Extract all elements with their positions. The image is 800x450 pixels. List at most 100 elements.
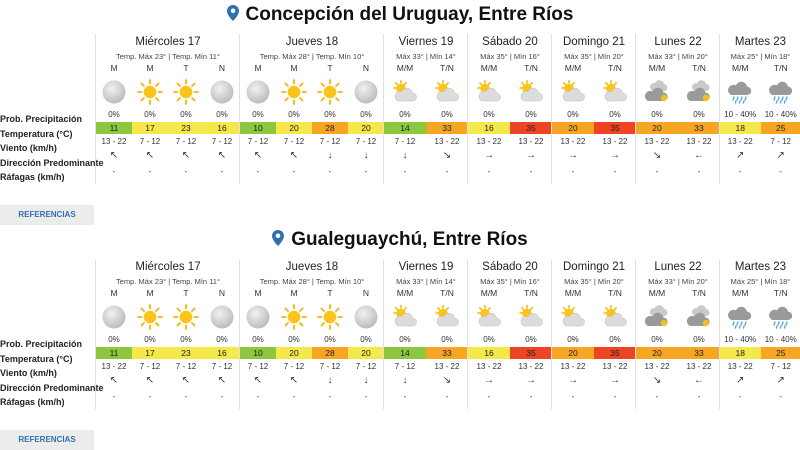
precip-probability: 10 - 40% — [724, 110, 757, 119]
temperature-cell: 16 — [204, 122, 240, 134]
period-label: T/N — [773, 288, 788, 298]
partly-cloudy-icon — [560, 304, 586, 330]
period-column: T/N 0% 33 13 - 22 ↘ - — [426, 34, 468, 184]
wind-speed: 13 - 22 — [518, 137, 544, 146]
period-label: N — [362, 288, 370, 298]
gusts: - — [529, 167, 533, 176]
day-group: Jueves 18 Temp. Máx 28° | Temp. Mín 10° M 0… — [239, 259, 384, 409]
period-column: T 0% 23 7 - 12 ↖ - — [168, 259, 204, 409]
wind-direction-arrow-icon: ↖ — [289, 150, 299, 161]
precip-probability: 0% — [525, 110, 537, 119]
wind-speed: 13 - 22 — [476, 137, 502, 146]
day-name: Lunes 22 — [654, 261, 702, 273]
precip-probability: 0% — [693, 110, 705, 119]
label-temp: Temperatura (°C) — [0, 353, 73, 364]
temperature-cell: 18 — [720, 122, 761, 134]
precip-probability: 0% — [324, 335, 336, 344]
precip-probability: 0% — [180, 335, 192, 344]
period-label: M — [110, 63, 118, 73]
precip-probability: 10 - 40% — [724, 335, 757, 344]
temperature-cell: 18 — [720, 347, 761, 359]
full-moon-icon — [245, 79, 271, 105]
period-label: T — [183, 288, 189, 298]
temperature-cell: 11 — [96, 122, 132, 134]
gusts: - — [697, 167, 701, 176]
temperature-cell: 16 — [468, 122, 510, 134]
location-title-text: Concepción del Uruguay, Entre Ríos — [245, 4, 574, 25]
wind-speed: 13 - 22 — [101, 137, 127, 146]
day-group: Martes 23 Máx 25° | Mín 18° M/M 10 - 40% 18 1… — [719, 259, 800, 409]
precip-probability: 0% — [108, 110, 120, 119]
day-group: Lunes 22 Máx 33° | Mín 20° M/M 0% 20 13 - 22 ↘… — [635, 259, 720, 409]
wind-speed: 7 - 12 — [175, 362, 197, 371]
period-column: T 0% 23 7 - 12 ↖ - — [168, 34, 204, 184]
temperature-cell: 35 — [510, 347, 552, 359]
period-label: T/N — [608, 63, 622, 73]
label-direction: Dirección Predominante — [0, 382, 104, 393]
day-name: Miércoles 17 — [135, 261, 201, 273]
temperature-cell: 33 — [426, 122, 468, 134]
precip-probability: 0% — [252, 335, 264, 344]
gusts: - — [445, 167, 449, 176]
gusts: - — [487, 392, 491, 401]
wind-direction-arrow-icon: → — [568, 150, 578, 161]
location-title: Gualeguaychú, Entre Ríos — [0, 229, 800, 251]
gusts: - — [738, 392, 742, 401]
temperature-cell: 10 — [240, 347, 276, 359]
label-direction: Dirección Predominante — [0, 157, 104, 168]
period-column: T 0% 28 7 - 12 ↓ - — [312, 259, 348, 409]
wind-speed: 13 - 22 — [727, 362, 753, 371]
period-column: M/M 0% 20 13 - 22 → - — [552, 34, 594, 184]
precip-probability: 0% — [651, 110, 663, 119]
full-moon-icon — [245, 304, 271, 330]
period-column: M 0% 11 13 - 22 ↖ - — [96, 34, 132, 184]
wind-speed: 13 - 22 — [434, 137, 460, 146]
wind-direction-arrow-icon: ↘ — [442, 375, 452, 386]
label-temp: Temperatura (°C) — [0, 128, 73, 139]
period-column: M/M 0% 20 13 - 22 → - — [552, 259, 594, 409]
precip-probability: 0% — [651, 335, 663, 344]
temperature-cell: 20 — [348, 347, 384, 359]
period-column: T/N 0% 33 13 - 22 ↘ - — [426, 259, 468, 409]
precip-probability: 0% — [483, 110, 495, 119]
period-column: T/N 0% 33 13 - 22 ← - — [678, 259, 720, 409]
period-column: M/M 0% 16 13 - 22 → - — [468, 34, 510, 184]
period-column: M/M 10 - 40% 18 13 - 22 ↗ - — [720, 259, 761, 409]
gusts: - — [328, 392, 332, 401]
wind-speed: 13 - 22 — [727, 137, 753, 146]
day-group: Miércoles 17 Temp. Máx 23° | Temp. Mín 11… — [95, 259, 240, 409]
wind-speed: 13 - 22 — [560, 362, 586, 371]
cloudy-icon — [644, 79, 670, 105]
references-button[interactable]: REFERENCIAS — [0, 430, 94, 450]
wind-direction-arrow-icon: ↘ — [652, 375, 662, 386]
wind-speed: 13 - 22 — [602, 137, 628, 146]
references-button[interactable]: REFERENCIAS — [0, 205, 94, 225]
location-pin-icon — [272, 230, 285, 246]
precip-probability: 0% — [399, 110, 411, 119]
wind-speed: 13 - 22 — [644, 137, 670, 146]
temperature-cell: 28 — [312, 122, 348, 134]
temperature-cell: 10 — [240, 122, 276, 134]
label-gusts: Ráfagas (km/h) — [0, 397, 65, 407]
forecast-block-gualeguaychu: Gualeguaychú, Entre Ríos Prob. Precipita… — [0, 225, 800, 450]
gusts: - — [112, 392, 116, 401]
period-label: T — [327, 63, 333, 73]
wind-speed: 13 - 22 — [686, 362, 712, 371]
precip-probability: 0% — [609, 335, 621, 344]
precip-probability: 10 - 40% — [764, 110, 797, 119]
precip-probability: 0% — [483, 335, 495, 344]
wind-speed: 7 - 12 — [283, 362, 305, 371]
wind-direction-arrow-icon: ↖ — [145, 150, 155, 161]
day-group: Viernes 19 Máx 33° | Mín 14° M/M 0% 14 7 - 12… — [383, 259, 468, 409]
precip-probability: 0% — [324, 110, 336, 119]
temperature-cell: 20 — [552, 347, 594, 359]
wind-speed: 7 - 12 — [247, 137, 269, 146]
day-temps: Máx 33° | Mín 14° — [396, 52, 456, 61]
row-labels: Prob. Precipitación Temperatura (°C) Vie… — [0, 112, 104, 185]
cloudy-icon — [644, 304, 670, 330]
period-column: M/M 0% 14 7 - 12 ↓ - — [384, 259, 426, 409]
wind-direction-arrow-icon: ↖ — [253, 375, 263, 386]
label-wind: Viento (km/h) — [0, 368, 57, 378]
gusts: - — [328, 167, 332, 176]
temperature-cell: 17 — [132, 347, 168, 359]
